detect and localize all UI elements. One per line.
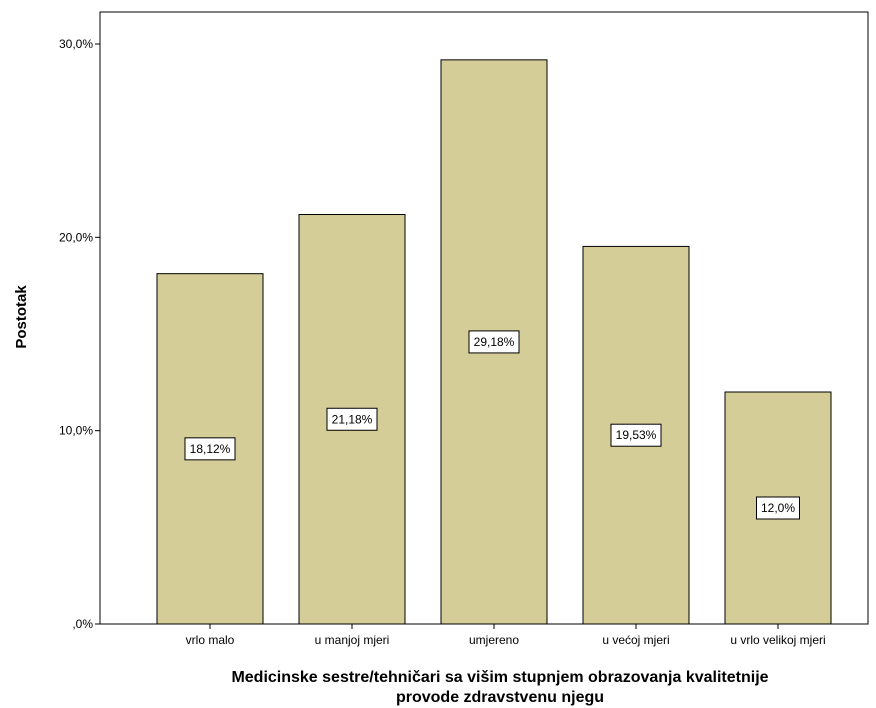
data-label-text: 12,0% (761, 501, 795, 515)
data-labels: 18,12% 21,18% 29,18% 19,53% 12,0% (184, 330, 800, 520)
data-label-text: 21,18% (332, 412, 373, 426)
x-axis-label-line-1: Medicinske sestre/tehničari sa višim stu… (231, 669, 768, 686)
y-tick-label: ,0% (72, 617, 93, 631)
x-tick-label: u većoj mjeri (602, 633, 669, 647)
data-label-4: 12,0% (756, 496, 800, 520)
data-label-box (184, 437, 236, 461)
y-axis-label: Postotak (13, 285, 30, 349)
data-label-box (468, 330, 520, 354)
y-axis: ,0% 10,0% 20,0% 30,0% (59, 37, 100, 631)
y-tick-label: 20,0% (59, 230, 93, 244)
x-tick-label: vrlo malo (186, 633, 235, 647)
data-label-2: 29,18% (468, 330, 520, 354)
data-label-box (756, 496, 800, 520)
data-label-box (610, 423, 662, 447)
data-label-text: 29,18% (474, 335, 515, 349)
y-tick-label: 30,0% (59, 37, 93, 51)
x-tick-label: u manjoj mjeri (315, 633, 390, 647)
x-axis: vrlo malo u manjoj mjeri umjereno u većoj m… (186, 624, 826, 647)
x-tick-label: u vrlo velikoj mjeri (730, 633, 825, 647)
data-label-3: 19,53% (610, 423, 662, 447)
x-axis-label-line-2: provode zdravstvenu njegu (396, 689, 604, 706)
data-label-1: 21,18% (326, 407, 378, 431)
x-tick-label: umjereno (469, 633, 519, 647)
data-label-text: 19,53% (616, 428, 657, 442)
data-label-0: 18,12% (184, 437, 236, 461)
y-tick-label: 10,0% (59, 424, 93, 438)
data-label-text: 18,12% (190, 442, 231, 456)
data-label-box (326, 407, 378, 431)
